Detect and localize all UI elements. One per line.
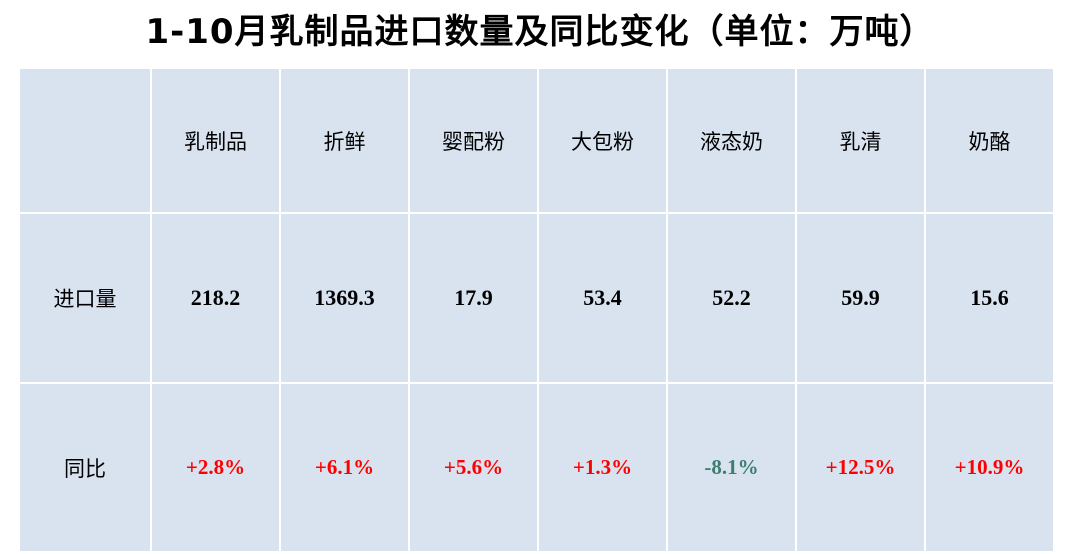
yoy-change-cell: +5.6%	[408, 382, 539, 553]
yoy-change-cell: +12.5%	[795, 382, 926, 553]
column-header: 乳制品	[150, 67, 281, 214]
import-volume-cell: 59.9	[795, 212, 926, 384]
column-header: 大包粉	[537, 67, 668, 214]
import-volume-cell: 52.2	[666, 212, 797, 384]
table-row: 同比 +2.8% +6.1% +5.6% +1.3% -8.1% +12.5% +10.9%	[18, 382, 1055, 553]
column-header: 折鲜	[279, 67, 410, 214]
yoy-change-cell: +10.9%	[924, 382, 1055, 553]
column-header: 奶酪	[924, 67, 1055, 214]
column-header: 液态奶	[666, 67, 797, 214]
corner-cell	[18, 67, 152, 214]
row-label: 同比	[18, 382, 152, 553]
header-row: 乳制品 折鲜 婴配粉 大包粉 液态奶 乳清 奶酪	[18, 67, 1055, 214]
import-volume-cell: 17.9	[408, 212, 539, 384]
column-header: 乳清	[795, 67, 926, 214]
column-header: 婴配粉	[408, 67, 539, 214]
import-volume-cell: 53.4	[537, 212, 668, 384]
import-volume-cell: 15.6	[924, 212, 1055, 384]
import-table: 乳制品 折鲜 婴配粉 大包粉 液态奶 乳清 奶酪 进口量 218.2 1369.3 17.9 53…	[18, 67, 1055, 553]
import-volume-cell: 1369.3	[279, 212, 410, 384]
row-label: 进口量	[18, 212, 152, 384]
yoy-change-cell: +6.1%	[279, 382, 410, 553]
import-volume-cell: 218.2	[150, 212, 281, 384]
yoy-change-cell: +2.8%	[150, 382, 281, 553]
yoy-change-cell: +1.3%	[537, 382, 668, 553]
page-title: 1-10月乳制品进口数量及同比变化（单位：万吨）	[145, 12, 935, 52]
yoy-change-cell: -8.1%	[666, 382, 797, 553]
table-row: 进口量 218.2 1369.3 17.9 53.4 52.2 59.9 15.6	[18, 212, 1055, 384]
